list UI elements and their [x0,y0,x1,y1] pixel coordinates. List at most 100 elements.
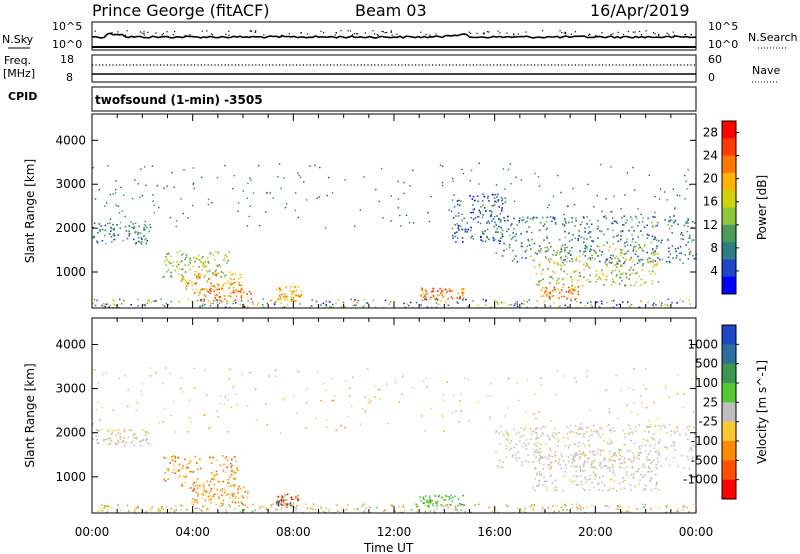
range-cell [558,238,561,241]
range-cell [269,192,271,194]
range-cell [298,174,300,177]
range-cell [589,474,591,477]
colorbar-segment [722,383,736,403]
range-cell [549,447,552,450]
range-cell [207,495,210,498]
range-cell [167,252,170,254]
range-cell [540,377,542,379]
range-cell [446,495,448,498]
range-cell [237,501,240,504]
range-cell [521,245,524,248]
range-cell [459,503,461,505]
range-cell [568,479,571,481]
range-cell [165,264,167,266]
range-cell [515,176,517,178]
range-cell [551,482,554,484]
range-cell [460,393,462,395]
range-cell [620,505,622,508]
range-cell [633,230,635,232]
range-cell [674,208,676,210]
range-cell [592,466,594,469]
range-cell [510,439,513,442]
range-cell [351,405,353,407]
range-cell [689,234,691,237]
range-cell [251,301,254,304]
range-cell [167,468,170,471]
range-cell [218,264,221,266]
noise-search-dot [563,32,565,34]
noise-search-dot [143,34,145,36]
range-cell [280,302,282,304]
range-cell [589,250,591,253]
range-cell [625,274,627,276]
range-cell [238,281,240,284]
range-cell [224,298,226,300]
range-cell [298,303,301,305]
range-cell [523,299,525,302]
range-cell [514,304,516,306]
range-cell [192,183,194,185]
range-cell [577,293,580,296]
range-cell [172,459,174,462]
range-cell [292,290,294,293]
range-cell [631,466,634,468]
range-cell [540,473,543,476]
range-cell [284,504,286,506]
range-cell [508,244,511,246]
range-cell [523,442,526,445]
range-cell [512,249,514,252]
range-cell [612,459,615,461]
range-cell [354,225,356,227]
range-cell [599,163,602,166]
range-cell [104,224,107,227]
range-cell [455,410,457,413]
range-cell [108,233,111,235]
range-cell [268,375,270,377]
range-cell [643,282,646,285]
range-cell [544,292,546,294]
range-cell [133,238,135,241]
range-cell [185,285,188,287]
noise-search-dot [565,32,567,35]
range-cell [470,229,472,232]
range-cell [687,225,689,228]
range-cell [593,250,596,252]
range-cell [181,268,184,271]
range-cell [629,244,632,246]
range-cell [456,203,459,206]
range-cell [212,474,215,476]
range-cell [484,300,487,303]
range-cell [278,286,281,289]
range-cell [117,439,119,442]
range-cell [688,248,690,250]
range-cell [594,473,597,475]
range-cell [513,258,516,260]
range-cell [659,258,661,261]
range-cell [562,261,564,264]
range-cell [647,466,650,468]
range-cell [500,226,502,229]
range-cell [227,399,229,401]
range-cell [209,426,212,428]
range-cell [279,290,281,292]
range-cell [451,297,454,300]
range-cell [137,305,139,307]
range-cell [205,490,207,492]
range-cell [226,459,229,461]
range-cell [208,484,211,487]
range-cell [688,511,690,513]
range-cell [98,189,100,191]
range-cell [198,507,201,510]
range-cell [421,415,423,417]
range-cell [228,504,230,506]
range-cell [649,479,651,482]
range-cell [617,261,620,263]
colorbar-segment [722,460,736,481]
range-cell [623,253,626,255]
range-cell [583,452,585,454]
range-cell [107,437,109,440]
range-cell [285,295,287,298]
range-cell [106,511,108,513]
range-cell [674,432,676,434]
range-cell [111,432,114,434]
